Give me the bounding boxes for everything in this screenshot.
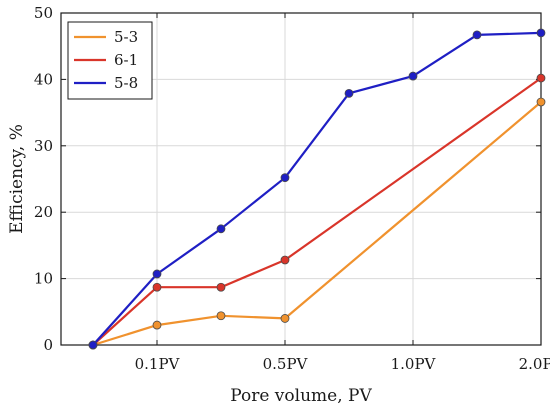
data-point xyxy=(536,73,546,83)
legend: 5-3 6-1 5-8 xyxy=(67,21,153,100)
y-tick-label: 30 xyxy=(34,137,53,155)
data-point xyxy=(152,282,162,292)
data-point xyxy=(408,71,418,81)
data-point xyxy=(88,340,98,350)
data-point xyxy=(344,88,354,98)
data-point xyxy=(216,282,226,292)
x-axis-ticks: 0.1PV 0.5PV 1.0PV 2.0PV xyxy=(135,13,550,373)
series-layer xyxy=(88,28,546,350)
x-tick-label: 0.1PV xyxy=(135,355,181,373)
series-line xyxy=(92,31,542,346)
legend-label: 5-8 xyxy=(114,74,138,92)
y-tick-label: 20 xyxy=(34,203,53,221)
data-point xyxy=(152,320,162,330)
y-tick-label: 0 xyxy=(43,336,53,354)
x-axis-label: Pore volume, PV xyxy=(230,386,372,406)
data-point xyxy=(536,97,546,107)
data-point xyxy=(472,30,482,40)
series-5-8 xyxy=(88,28,546,350)
y-tick-label: 40 xyxy=(34,70,53,88)
data-point xyxy=(216,224,226,234)
x-tick-label: 2.0PV xyxy=(519,355,550,373)
plot-frame xyxy=(60,12,542,346)
y-tick-label: 50 xyxy=(34,4,53,22)
data-point xyxy=(280,173,290,183)
data-point xyxy=(280,255,290,265)
y-axis-ticks: 0 10 20 30 40 50 xyxy=(34,4,541,354)
data-point xyxy=(536,28,546,38)
legend-label: 5-3 xyxy=(114,28,138,46)
x-tick-label: 1.0PV xyxy=(391,355,437,373)
data-point xyxy=(280,314,290,323)
legend-label: 6-1 xyxy=(114,51,138,69)
y-axis-label: Efficiency, % xyxy=(7,124,27,234)
x-tick-label: 0.5PV xyxy=(263,355,309,373)
data-point xyxy=(216,311,226,321)
y-tick-label: 10 xyxy=(34,270,53,288)
data-point xyxy=(152,269,162,279)
